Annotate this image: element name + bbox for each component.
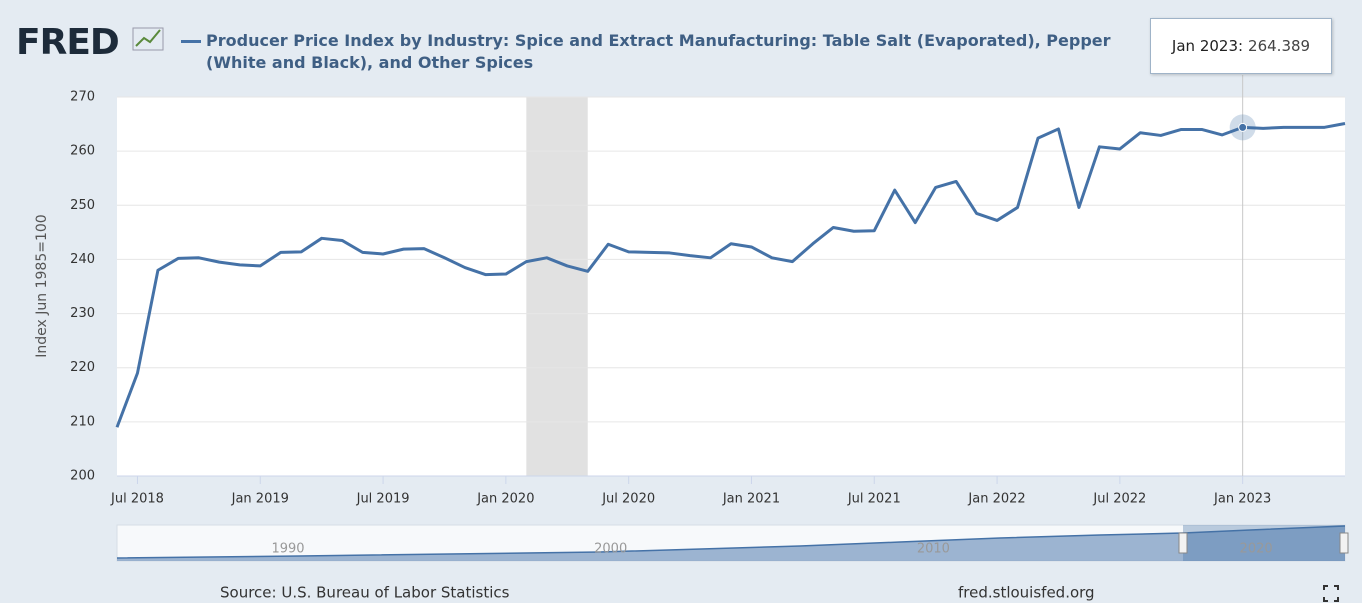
navigator-label: 2000 xyxy=(594,542,627,557)
x-tick-label: Jan 2019 xyxy=(231,492,289,507)
y-tick-label: 240 xyxy=(70,252,95,267)
tooltip-value: 264.389 xyxy=(1248,37,1311,55)
navigator-selection[interactable] xyxy=(1183,525,1345,561)
tooltip-label: Jan 2023: xyxy=(1171,37,1244,55)
navigator: 1990 2000 2010 2020 xyxy=(116,524,1349,562)
navigator-label: 2010 xyxy=(917,542,950,557)
x-tick-label: Jan 2021 xyxy=(722,492,780,507)
data-line xyxy=(115,122,1346,428)
x-tick-label: Jul 2018 xyxy=(110,492,164,507)
y-tick-label: 230 xyxy=(70,306,95,321)
navigator-line xyxy=(116,525,1346,559)
y-tick-label: 270 xyxy=(70,90,95,105)
y-tick-label: 200 xyxy=(70,469,95,484)
recession-band xyxy=(526,97,588,476)
logo-frame xyxy=(132,27,164,51)
fullscreen-icon[interactable] xyxy=(1323,585,1339,602)
x-tick-label: Jul 2021 xyxy=(847,492,901,507)
hover-point xyxy=(1238,122,1248,132)
plot-area xyxy=(117,97,1345,476)
x-tick-label: Jul 2019 xyxy=(356,492,410,507)
source: Source: U.S. Bureau of Labor Statistics xyxy=(220,584,510,602)
y-axis-label: Index Jun 1985=100 xyxy=(34,214,50,357)
site-link[interactable]: fred.stlouisfed.org xyxy=(958,584,1095,602)
y-tick-label: 210 xyxy=(70,414,95,429)
navigator-handle[interactable] xyxy=(1339,532,1349,554)
x-tick-label: Jan 2022 xyxy=(967,492,1025,507)
logo[interactable]: FRED xyxy=(16,22,120,63)
navigator-area xyxy=(117,526,1345,561)
y-tick-label: 260 xyxy=(70,144,95,159)
navigator-label: 2020 xyxy=(1240,542,1273,557)
tooltip: Jan 2023: 264.389 xyxy=(1150,18,1332,74)
legend-swatch xyxy=(181,40,201,43)
navigator-label: 1990 xyxy=(271,542,304,557)
navigator-handle[interactable] xyxy=(1178,532,1188,554)
x-tick-label: Jul 2020 xyxy=(601,492,655,507)
x-tick-label: Jul 2022 xyxy=(1092,492,1146,507)
logo-icon xyxy=(135,29,161,47)
y-tick-label: 250 xyxy=(70,198,95,213)
chart-title: Producer Price Index by Industry: Spice … xyxy=(206,31,1111,72)
x-tick-label: Jan 2023 xyxy=(1213,492,1271,507)
x-tick-label: Jan 2020 xyxy=(476,492,534,507)
y-tick-label: 220 xyxy=(70,360,95,375)
